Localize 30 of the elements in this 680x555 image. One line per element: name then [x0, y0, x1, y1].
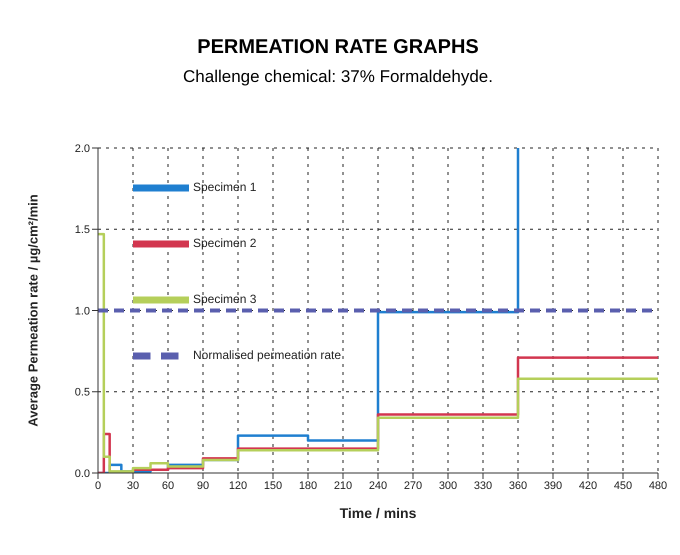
- x-tick-label: 300: [438, 480, 458, 492]
- y-tick-label: 0.0: [74, 468, 90, 480]
- legend-label: Specimen 2: [193, 236, 256, 250]
- x-tick-label: 90: [196, 480, 210, 492]
- x-tick-label: 120: [228, 480, 248, 492]
- x-tick-label: 0: [94, 480, 102, 492]
- x-tick-label: 330: [474, 480, 492, 492]
- y-tick-label: 1.0: [74, 305, 90, 318]
- x-tick-label: 150: [264, 480, 282, 492]
- y-axis-title: Average Permeation rate / µg/cm²/min: [26, 194, 41, 427]
- legend-label: Specimen 3: [193, 292, 256, 306]
- y-tick-label: 1.5: [74, 224, 90, 236]
- legend-label: Specimen 1: [193, 180, 256, 194]
- x-tick-label: 240: [368, 480, 388, 492]
- x-tick-label: 60: [162, 480, 174, 492]
- x-tick-label: 210: [334, 480, 352, 492]
- x-tick-label: 390: [544, 480, 562, 492]
- x-tick-label: 420: [578, 480, 598, 492]
- legend-label: Normalised permeation rate: [193, 348, 342, 362]
- x-axis-title: Time / mins: [340, 505, 417, 521]
- chart-subtitle: Challenge chemical: 37% Formaldehyde.: [182, 67, 494, 87]
- x-tick-label: 270: [404, 480, 422, 492]
- y-tick-label: 0.5: [74, 386, 90, 399]
- chart-title: PERMEATION RATE GRAPHS: [196, 35, 480, 59]
- x-tick-label: 30: [126, 480, 140, 492]
- x-tick-label: 180: [298, 480, 318, 492]
- x-tick-label: 360: [508, 480, 528, 492]
- x-tick-label: 450: [614, 480, 632, 492]
- x-tick-label: 480: [648, 480, 668, 492]
- y-tick-label: 2.0: [74, 142, 90, 155]
